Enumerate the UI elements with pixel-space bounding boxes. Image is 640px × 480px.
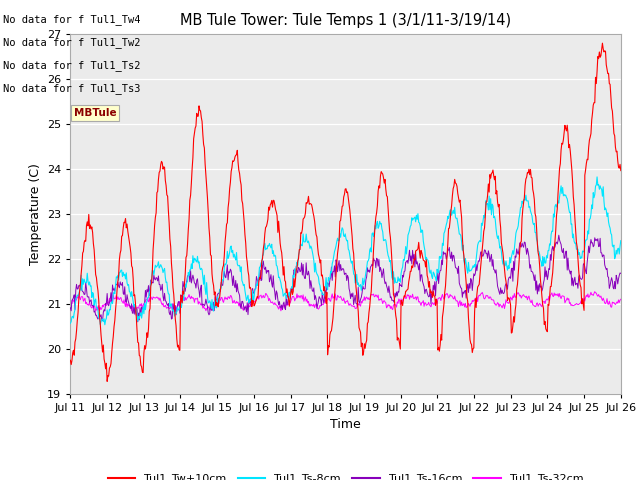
X-axis label: Time: Time — [330, 418, 361, 431]
Legend: Tul1_Tw+10cm, Tul1_Ts-8cm, Tul1_Ts-16cm, Tul1_Ts-32cm: Tul1_Tw+10cm, Tul1_Ts-8cm, Tul1_Ts-16cm,… — [103, 469, 588, 480]
Text: No data for f Tul1_Ts3: No data for f Tul1_Ts3 — [3, 84, 141, 95]
Text: MBTule: MBTule — [74, 108, 116, 118]
Y-axis label: Temperature (C): Temperature (C) — [29, 163, 42, 264]
Text: No data for f Tul1_Ts2: No data for f Tul1_Ts2 — [3, 60, 141, 72]
Text: No data for f Tul1_Tw4: No data for f Tul1_Tw4 — [3, 14, 141, 25]
Title: MB Tule Tower: Tule Temps 1 (3/1/11-3/19/14): MB Tule Tower: Tule Temps 1 (3/1/11-3/19… — [180, 13, 511, 28]
Text: No data for f Tul1_Tw2: No data for f Tul1_Tw2 — [3, 37, 141, 48]
